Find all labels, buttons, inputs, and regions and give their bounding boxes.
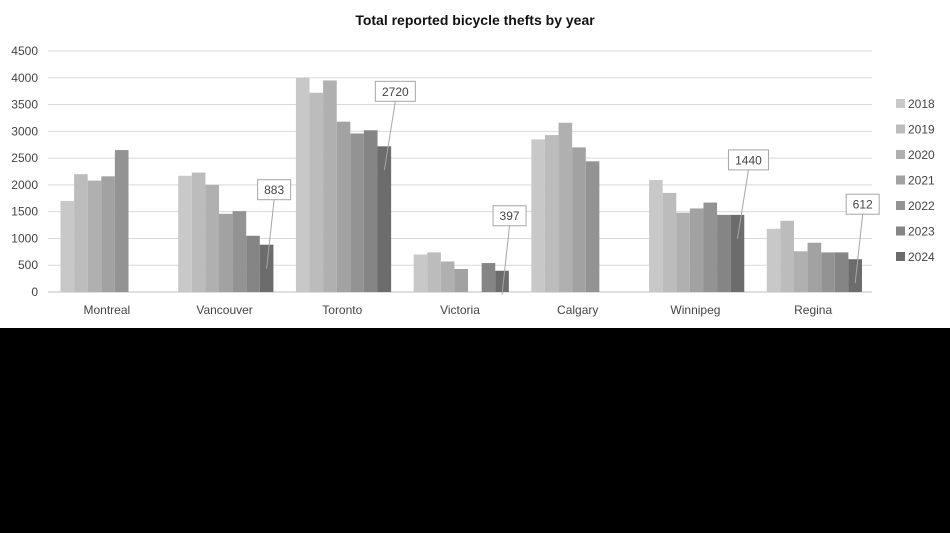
callout-leader — [266, 199, 275, 269]
y-tick-label: 2000 — [11, 178, 38, 192]
data-label: 397 — [500, 209, 520, 223]
bar — [585, 161, 600, 292]
bar — [558, 122, 573, 293]
bar — [662, 192, 677, 292]
x-tick-label: Regina — [794, 303, 832, 317]
legend-label: 2021 — [908, 174, 935, 188]
bar — [572, 147, 586, 292]
bar — [544, 135, 559, 292]
data-label: 883 — [264, 183, 284, 197]
bar — [649, 180, 663, 292]
chart-area: Total reported bicycle thefts by year 0 5… — [0, 0, 950, 328]
bar — [531, 139, 545, 292]
legend-label: 2023 — [908, 225, 935, 239]
callout-box — [845, 193, 880, 215]
bar-chart: 0 500 1000 1500 2000 2500 3000 3500 4000 4500 Mont… — [11, 44, 935, 317]
chart-title: Total reported bicycle thefts by year — [355, 12, 595, 28]
legend-label: 2020 — [908, 148, 935, 162]
bar — [87, 180, 102, 292]
bar — [309, 92, 324, 292]
bar — [74, 174, 88, 292]
legend-swatch — [896, 150, 905, 159]
bar — [191, 172, 206, 292]
bar — [205, 184, 220, 292]
y-tick-label: 3500 — [11, 98, 38, 112]
bar — [219, 213, 233, 292]
callout-leader — [501, 225, 511, 295]
bar — [350, 133, 364, 292]
bar — [703, 202, 718, 292]
callout-box — [492, 205, 527, 227]
bar — [377, 146, 392, 292]
callout-box — [374, 80, 416, 102]
bar — [101, 176, 115, 292]
y-tick-label: 4000 — [11, 71, 38, 85]
x-tick-label: Victoria — [440, 303, 480, 317]
legend-swatch — [896, 226, 905, 236]
bar — [60, 200, 75, 292]
callout-leader — [383, 101, 396, 171]
x-tick-label: Winnipeg — [670, 303, 720, 317]
y-tick-label: 1000 — [11, 231, 38, 245]
bar — [246, 235, 260, 292]
bar — [766, 228, 781, 292]
bar — [730, 214, 745, 292]
bar — [495, 270, 509, 292]
legend-swatch — [896, 99, 905, 108]
x-tick-label: Calgary — [557, 303, 598, 317]
bar — [676, 212, 690, 292]
data-label: 2720 — [382, 85, 409, 99]
bar — [440, 261, 455, 292]
bar — [295, 77, 310, 293]
legend-swatch — [896, 175, 905, 185]
bar — [821, 252, 835, 292]
bar — [454, 268, 469, 292]
callout-leader — [854, 214, 864, 284]
x-tick-label: Vancouver — [196, 303, 252, 317]
bar — [481, 263, 496, 292]
bar — [363, 130, 378, 292]
callout-box — [727, 149, 769, 171]
callout-leader — [736, 169, 749, 239]
bar — [834, 252, 849, 292]
bar — [807, 242, 822, 292]
data-label: 1440 — [735, 153, 762, 167]
legend-label: 2022 — [908, 199, 935, 213]
y-tick-label: 0 — [31, 285, 38, 299]
bar — [323, 80, 337, 292]
legend-label: 2019 — [908, 123, 935, 137]
bar — [413, 254, 428, 292]
bar — [689, 208, 704, 292]
bar — [232, 211, 247, 292]
y-tick-label: 1500 — [11, 205, 38, 219]
y-tick-label: 500 — [18, 258, 38, 272]
legend-label: 2018 — [908, 97, 935, 111]
bar — [848, 259, 862, 292]
bar — [178, 175, 192, 292]
y-tick-label: 3000 — [11, 124, 38, 138]
bar — [336, 121, 351, 293]
bar — [717, 214, 731, 292]
y-tick-label: 2500 — [11, 151, 38, 165]
bar — [114, 150, 129, 292]
legend-label: 2024 — [908, 250, 935, 264]
legend-swatch — [896, 124, 905, 134]
bar — [780, 220, 794, 292]
x-tick-label: Toronto — [322, 303, 362, 317]
legend-swatch — [896, 201, 905, 210]
legend-swatch — [896, 252, 905, 261]
blank-region — [0, 328, 950, 533]
callout-box — [257, 179, 292, 201]
data-label: 612 — [853, 198, 873, 212]
bar — [793, 251, 808, 292]
x-tick-label: Montreal — [84, 303, 131, 317]
bar — [427, 252, 441, 292]
y-tick-label: 4500 — [11, 44, 38, 58]
